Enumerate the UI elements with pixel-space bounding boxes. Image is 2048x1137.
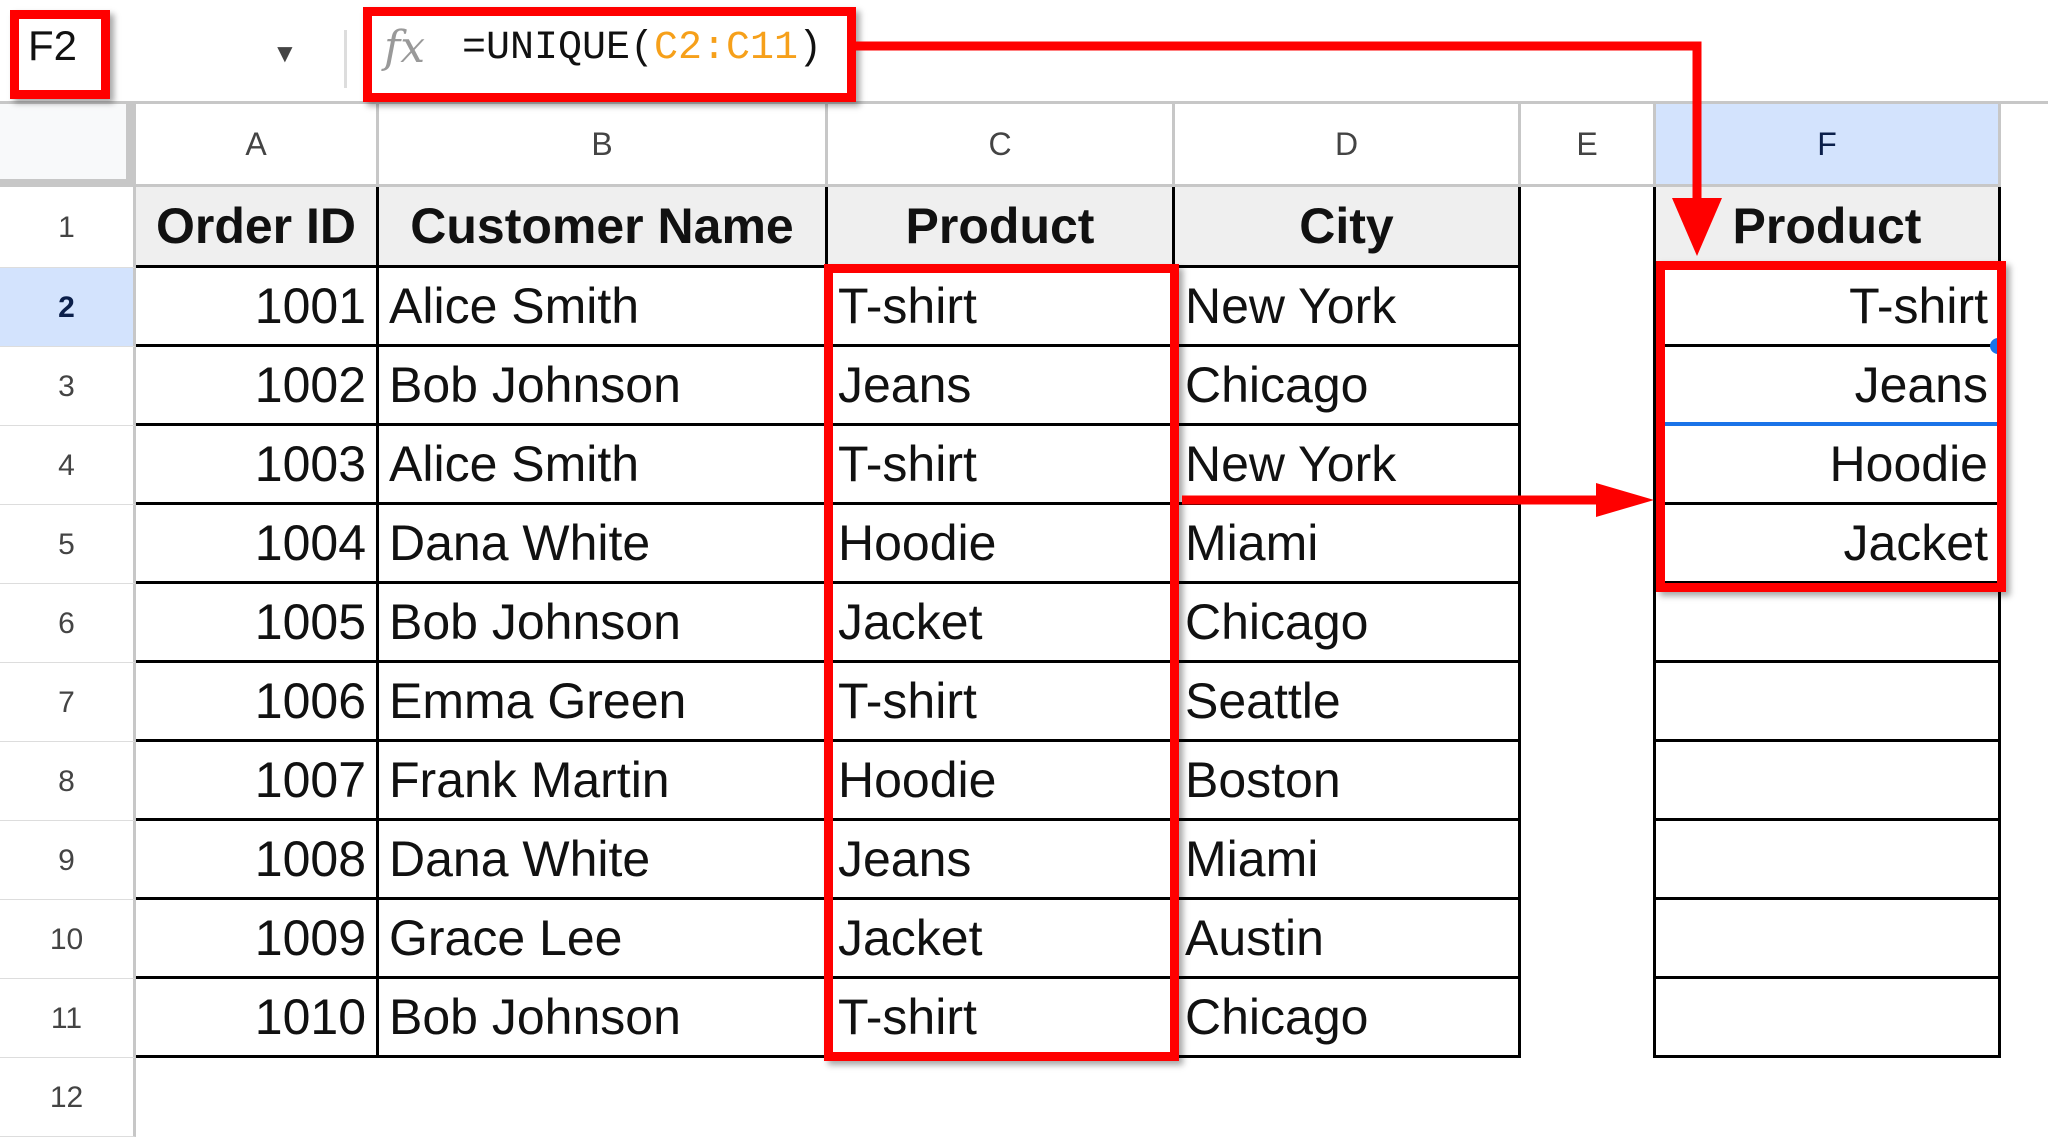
cell[interactable]	[1521, 268, 1656, 347]
cell[interactable]: 1006	[136, 663, 379, 742]
highlight-source-range	[824, 264, 1179, 1061]
function-icon: fx	[384, 22, 426, 73]
cell[interactable]	[1656, 979, 2001, 1058]
cell[interactable]	[1656, 742, 2001, 821]
cell[interactable]: 1002	[136, 347, 379, 426]
cell[interactable]: New York	[1175, 268, 1521, 347]
header-cell[interactable]: Order ID	[136, 187, 379, 268]
column-header-d[interactable]: D	[1175, 104, 1521, 187]
column-header-e[interactable]: E	[1521, 104, 1656, 187]
row-header-2[interactable]: 2	[0, 268, 136, 347]
annotation-arrows	[856, 41, 1722, 517]
cell[interactable]: Chicago	[1175, 979, 1521, 1058]
cell[interactable]	[1656, 663, 2001, 742]
highlight-name-box	[10, 10, 110, 99]
cell[interactable]	[1521, 742, 1656, 821]
cell[interactable]: Austin	[1175, 900, 1521, 979]
cell[interactable]: Chicago	[1175, 347, 1521, 426]
column-header-a[interactable]: A	[136, 104, 379, 187]
cell[interactable]: Hoodie	[1656, 426, 2001, 505]
cell[interactable]: Jacket	[828, 584, 1175, 663]
cell[interactable]: T-shirt	[828, 426, 1175, 505]
cell[interactable]	[1521, 979, 1656, 1058]
cell[interactable]: Bob Johnson	[379, 584, 828, 663]
cell[interactable]: Boston	[1175, 742, 1521, 821]
cell[interactable]: Jacket	[1656, 505, 2001, 584]
row-header-9[interactable]: 9	[0, 821, 136, 900]
cell[interactable]: 1001	[136, 268, 379, 347]
cell[interactable]: Miami	[1175, 505, 1521, 584]
header-cell[interactable]	[1521, 187, 1656, 268]
cell[interactable]	[1521, 584, 1656, 663]
cell[interactable]: Jeans	[828, 821, 1175, 900]
formula-close: )	[798, 26, 823, 71]
cell[interactable]	[1521, 505, 1656, 584]
highlight-result-range	[1656, 261, 2006, 592]
name-box[interactable]: F2	[28, 22, 78, 69]
column-header-f[interactable]: F	[1656, 104, 2001, 187]
cell[interactable]: Grace Lee	[379, 900, 828, 979]
cell[interactable]	[1521, 663, 1656, 742]
cell[interactable]: 1004	[136, 505, 379, 584]
caret-down-icon[interactable]: ▼	[272, 38, 298, 68]
row-header-8[interactable]: 8	[0, 742, 136, 821]
formula-range: C2:C11	[654, 26, 799, 71]
cell[interactable]	[1521, 821, 1656, 900]
cell[interactable]: Bob Johnson	[379, 347, 828, 426]
cell[interactable]	[1656, 900, 2001, 979]
formula-input[interactable]: =UNIQUE(C2:C11)	[462, 26, 822, 71]
cell[interactable]	[1656, 584, 2001, 663]
cell[interactable]	[1521, 426, 1656, 505]
cell[interactable]	[1656, 821, 2001, 900]
cell[interactable]: 1003	[136, 426, 379, 505]
cell[interactable]: Dana White	[379, 821, 828, 900]
cell[interactable]: 1010	[136, 979, 379, 1058]
cell[interactable]: Frank Martin	[379, 742, 828, 821]
cell[interactable]: Jeans	[1656, 347, 2001, 426]
cell[interactable]: Hoodie	[828, 505, 1175, 584]
cell[interactable]: Alice Smith	[379, 426, 828, 505]
cell[interactable]: 1009	[136, 900, 379, 979]
header-cell[interactable]: Customer Name	[379, 187, 828, 268]
cell[interactable]: Jeans	[828, 347, 1175, 426]
arrow-head-right	[1596, 483, 1654, 517]
cell[interactable]: Alice Smith	[379, 268, 828, 347]
cell[interactable]: Miami	[1175, 821, 1521, 900]
divider	[344, 30, 347, 88]
row-header-3[interactable]: 3	[0, 347, 136, 426]
select-all-corner[interactable]	[0, 104, 136, 187]
row-header-11[interactable]: 11	[0, 979, 136, 1058]
column-header-c[interactable]: C	[828, 104, 1175, 187]
formula-bar: F2 ▼ fx =UNIQUE(C2:C11)	[0, 0, 2048, 104]
highlight-formula	[363, 7, 856, 102]
cell[interactable]: 1005	[136, 584, 379, 663]
column-header-b[interactable]: B	[379, 104, 828, 187]
cell[interactable]: 1007	[136, 742, 379, 821]
cell[interactable]	[1521, 347, 1656, 426]
cell[interactable]	[1521, 900, 1656, 979]
cell[interactable]: Chicago	[1175, 584, 1521, 663]
cell[interactable]: T-shirt	[828, 268, 1175, 347]
header-cell[interactable]: City	[1175, 187, 1521, 268]
row-header-7[interactable]: 7	[0, 663, 136, 742]
row-header-1[interactable]: 1	[0, 187, 136, 268]
cell[interactable]: Dana White	[379, 505, 828, 584]
arrow-formula-to-result	[856, 41, 1702, 200]
cell[interactable]: Seattle	[1175, 663, 1521, 742]
formula-function: =UNIQUE(	[462, 26, 655, 71]
row-header-4[interactable]: 4	[0, 426, 136, 505]
cell[interactable]: 1008	[136, 821, 379, 900]
row-header-5[interactable]: 5	[0, 505, 136, 584]
row-header-6[interactable]: 6	[0, 584, 136, 663]
cell[interactable]: T-shirt	[828, 663, 1175, 742]
row-header-10[interactable]: 10	[0, 900, 136, 979]
arrow-head-down	[1672, 198, 1722, 256]
